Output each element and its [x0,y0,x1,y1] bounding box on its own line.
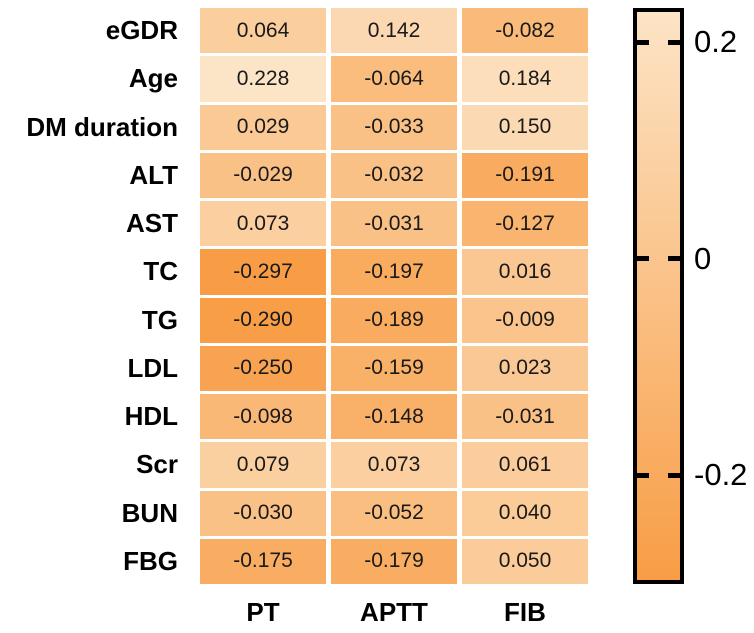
column-label: FIB [504,596,546,627]
heatmap-cell: -0.159 [331,345,457,391]
colorbar-tick-label: 0.2 [694,24,738,60]
column-label: PT [246,596,280,627]
row-label: HDL [124,401,178,432]
heatmap-cell: 0.150 [462,104,588,150]
row-label: AST [126,208,178,239]
heatmap-cell: -0.191 [462,152,588,198]
colorbar: 0.2 0 -0.2 [633,8,747,584]
colorbar-tick-mark [668,472,680,478]
heatmap-cell: 0.228 [200,56,326,102]
row-label: LDL [127,352,178,383]
row-label: eGDR [105,15,178,46]
heatmap-cell: -0.250 [200,345,326,391]
heatmap-cell: -0.082 [462,8,588,54]
colorbar-tick-mark [637,39,649,45]
heatmap-cell: -0.179 [331,538,457,584]
colorbar-tick-mark [637,256,649,262]
row-labels: eGDR Age DM duration ALT AST TC TG LDL HDL Scr BUN… [0,8,188,584]
heatmap-cell: 0.040 [462,490,588,536]
row-label: Scr [136,449,178,480]
heatmap-cell: 0.064 [200,8,326,54]
colorbar-tick-mark [668,39,680,45]
heatmap-cell: -0.189 [331,297,457,343]
heatmap-cell: 0.079 [200,442,326,488]
heatmap-cell: -0.031 [462,394,588,440]
column-labels: PT APTT FIB [200,594,588,630]
row-label: TG [141,304,178,335]
heatmap-cell: 0.023 [462,345,588,391]
colorbar-tick-label: -0.2 [694,457,748,493]
heatmap-cell: -0.032 [331,152,457,198]
heatmap-cell: -0.029 [200,152,326,198]
heatmap-cell: -0.098 [200,394,326,440]
heatmap-cell: 0.073 [200,201,326,247]
heatmap-cell: -0.148 [331,394,457,440]
heatmap-cell: -0.033 [331,104,457,150]
heatmap-cell: 0.050 [462,538,588,584]
heatmap-cell: -0.052 [331,490,457,536]
colorbar-tick-label: 0 [694,240,712,276]
row-label: DM duration [26,111,178,142]
colorbar-tick-mark [637,472,649,478]
colorbar-tick-mark [668,256,680,262]
heatmap-grid: 0.064 0.142 -0.082 0.228 -0.064 0.184 0.029 -0.… [200,8,588,584]
heatmap-cell: -0.127 [462,201,588,247]
heatmap-cell: -0.297 [200,249,326,295]
heatmap-cell: 0.029 [200,104,326,150]
row-label: TC [143,256,178,287]
heatmap-cell: -0.197 [331,249,457,295]
heatmap-cell: -0.290 [200,297,326,343]
heatmap-cell: -0.031 [331,201,457,247]
heatmap-cell: -0.064 [331,56,457,102]
heatmap-cell: 0.073 [331,442,457,488]
heatmap-cell: -0.030 [200,490,326,536]
colorbar-gradient [633,8,684,584]
column-label: APTT [360,596,428,627]
row-label: BUN [121,497,178,528]
row-label: Age [128,63,178,94]
heatmap-cell: -0.009 [462,297,588,343]
heatmap-cell: -0.175 [200,538,326,584]
row-label: ALT [129,159,178,190]
heatmap-cell: 0.142 [331,8,457,54]
row-label: FBG [123,545,178,576]
heatmap-cell: 0.184 [462,56,588,102]
heatmap-cell: 0.016 [462,249,588,295]
heatmap-cell: 0.061 [462,442,588,488]
